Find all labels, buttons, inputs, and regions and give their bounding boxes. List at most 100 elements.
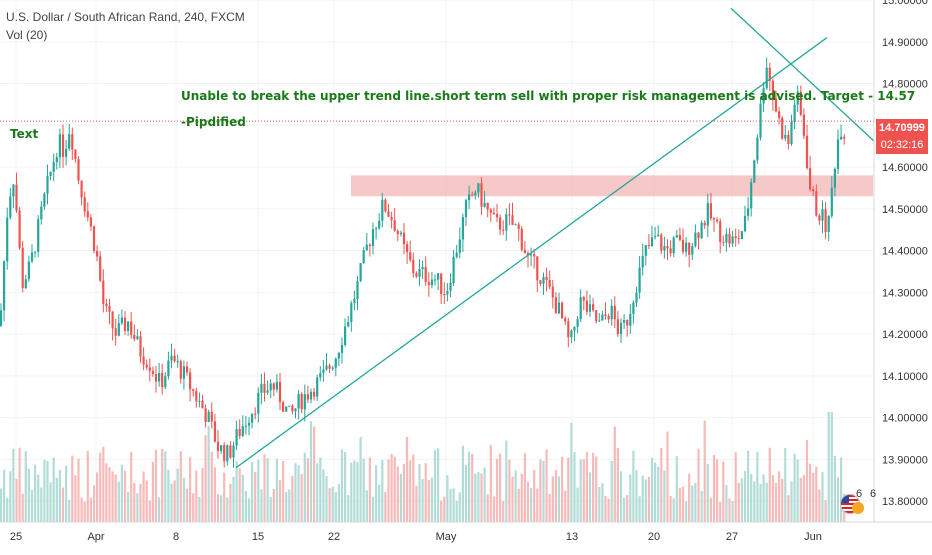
volume-bar [455,500,458,522]
candle-body [427,282,430,286]
volume-bar [294,463,297,522]
candle-body [244,425,247,427]
candle-body [440,273,443,295]
volume-bar [514,470,517,522]
volume-indicator-label[interactable]: Vol (20) [6,28,48,42]
candle-body [669,248,672,254]
candle-body [598,320,601,322]
candle-body [105,303,108,306]
volume-bar [213,467,216,522]
candle-body [830,187,833,216]
volume-bar [830,412,833,522]
volume-bar [474,473,477,522]
volume-bar [334,492,337,522]
volume-bar [344,451,347,522]
analysis-message[interactable]: Unable to break the upper trend line.sho… [181,89,916,103]
volume-bar [396,466,399,522]
support-zone[interactable] [351,175,873,197]
candle-body [585,300,588,312]
volume-bar [108,467,111,522]
volume-bar [489,444,492,522]
volume-bar [235,461,238,522]
trend-lines[interactable] [235,7,876,469]
volume-bar [418,463,421,522]
y-tick-label: 14.50000 [882,204,928,216]
candle-body [722,241,725,243]
volume-bar [449,488,452,522]
author-signature[interactable]: -Pipdified [181,115,246,129]
volume-bar [793,453,796,522]
volume-bar [167,469,170,522]
volume-bar [530,488,533,522]
volume-bar [356,462,359,522]
volume-bar [675,456,678,522]
y-tick-label: 14.20000 [882,329,928,341]
volume-bar [827,412,830,522]
x-tick-label: 8 [173,531,179,543]
candle-body [526,253,530,256]
candle-body [570,330,573,338]
event-count-badge-left[interactable]: 6 [856,488,863,500]
candle-body [815,191,818,216]
candle-body [734,236,737,239]
volume-bar [480,473,483,522]
volume-bar [328,488,331,522]
volume-bar [359,436,362,522]
candle-body [663,246,666,251]
candle-body [530,254,533,256]
volume-bar [799,477,802,522]
y-tick-label: 13.90000 [882,454,928,466]
candle-body [654,236,657,238]
candle-body [235,429,238,446]
volume-bar [542,460,545,522]
resistance-zone-rect [351,175,873,197]
candle-body [34,251,37,253]
volume-bar [136,493,139,522]
candle-body [387,211,390,217]
candle-body [251,413,254,423]
candle-body [306,394,309,400]
volume-bar [818,489,821,522]
candle-body [334,358,337,368]
candle-body [406,244,409,253]
candle-body [756,137,759,161]
grid [0,0,874,522]
volume-bar [77,458,80,522]
y-tick-label: 14.60000 [882,162,928,174]
volume-bar [3,469,6,522]
candle-body [573,326,576,331]
text-label[interactable]: Text [10,127,39,141]
candle-body [464,200,468,218]
volume-bar [443,496,446,522]
candle-body [102,280,105,304]
y-tick-label: 14.30000 [882,287,928,299]
x-tick-label: 27 [726,531,738,543]
volume-bar [703,420,706,522]
event-badge-icon[interactable] [852,502,864,514]
volume-bar [672,498,675,522]
candle-body [616,319,619,335]
candle-body [396,230,399,235]
volume-bar [743,470,747,522]
candle-body [96,250,99,257]
candle-body [58,134,61,158]
candle-body [223,445,226,462]
candle-body [759,103,762,138]
candle-body [641,255,644,268]
volume-bar [623,497,626,522]
volume-bar [350,462,353,522]
candle-body [517,224,520,229]
candle-body [263,383,266,393]
candle-body [632,302,635,314]
candle-body [697,232,700,239]
candle-body [592,304,595,311]
candle-body [356,281,359,300]
volume-bar [133,483,136,522]
volume-bar [247,498,251,522]
candle-body [495,214,499,218]
event-count-badge[interactable]: 6 [870,488,877,500]
volume-bar [142,471,145,522]
candle-body [619,322,623,335]
